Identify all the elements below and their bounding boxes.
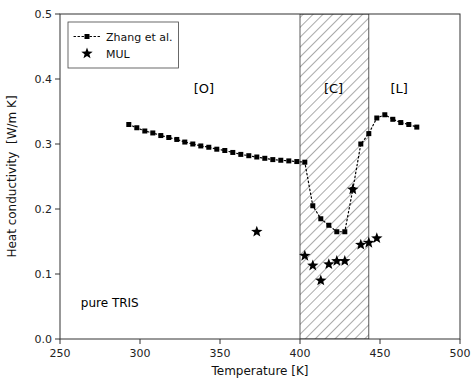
data-point bbox=[310, 203, 315, 208]
data-point bbox=[307, 260, 318, 271]
x-tick-label: 400 bbox=[290, 347, 311, 360]
region-label: [L] bbox=[391, 81, 408, 96]
data-point bbox=[390, 117, 395, 122]
plot-frame bbox=[60, 14, 460, 339]
y-tick bbox=[55, 144, 60, 145]
legend-marker bbox=[85, 34, 90, 39]
y-tick bbox=[55, 274, 60, 275]
data-point bbox=[414, 125, 419, 130]
data-point bbox=[230, 150, 235, 155]
data-point bbox=[182, 140, 187, 145]
y-tick bbox=[55, 14, 60, 15]
data-point bbox=[366, 131, 371, 136]
data-point bbox=[398, 120, 403, 125]
y-tick-label: 0.4 bbox=[35, 73, 53, 86]
series-line bbox=[129, 115, 417, 232]
x-tick-label: 250 bbox=[50, 347, 71, 360]
data-point bbox=[406, 122, 411, 127]
plot-area bbox=[60, 14, 460, 339]
region-label: [O] bbox=[194, 81, 214, 96]
y-tick-label: 0.1 bbox=[35, 268, 53, 281]
data-point bbox=[254, 155, 259, 160]
y-tick-label: 0.0 bbox=[35, 333, 53, 346]
x-tick bbox=[380, 339, 381, 344]
data-point bbox=[238, 152, 243, 157]
data-point bbox=[363, 237, 374, 248]
data-point bbox=[299, 250, 310, 261]
x-tick bbox=[460, 339, 461, 344]
data-point bbox=[355, 239, 366, 250]
legend-marker bbox=[81, 48, 92, 59]
data-point bbox=[315, 275, 326, 286]
data-point bbox=[286, 158, 291, 163]
legend-item: Zhang et al. bbox=[74, 31, 173, 44]
data-point bbox=[174, 137, 179, 142]
x-tick-label: 500 bbox=[450, 347, 471, 360]
data-point bbox=[382, 112, 387, 117]
annotation: pure TRIS bbox=[81, 296, 139, 310]
x-tick bbox=[140, 339, 141, 344]
data-point bbox=[190, 142, 195, 147]
data-point bbox=[371, 232, 382, 243]
data-point bbox=[294, 159, 299, 164]
data-point bbox=[270, 157, 275, 162]
data-point bbox=[326, 223, 331, 228]
x-axis-label: Temperature [K] bbox=[210, 364, 308, 378]
data-point bbox=[134, 125, 139, 130]
data-point bbox=[166, 135, 171, 140]
data-point bbox=[318, 216, 323, 221]
data-point bbox=[339, 255, 350, 266]
data-point bbox=[222, 148, 227, 153]
y-tick-label: 0.3 bbox=[35, 138, 53, 151]
data-point bbox=[334, 229, 339, 234]
data-point bbox=[126, 122, 131, 127]
data-point bbox=[198, 143, 203, 148]
data-point bbox=[206, 145, 211, 150]
x-tick bbox=[220, 339, 221, 344]
x-tick-label: 450 bbox=[370, 347, 391, 360]
transition-region bbox=[300, 14, 369, 339]
y-tick bbox=[55, 79, 60, 80]
legend-label: Zhang et al. bbox=[106, 31, 173, 44]
x-tick-label: 300 bbox=[130, 347, 151, 360]
legend-box bbox=[68, 22, 179, 68]
y-tick-label: 0.5 bbox=[35, 8, 53, 21]
data-point bbox=[158, 133, 163, 138]
data-point bbox=[347, 184, 358, 195]
data-point bbox=[251, 226, 262, 237]
x-tick bbox=[60, 339, 61, 344]
x-tick-label: 350 bbox=[210, 347, 231, 360]
x-tick bbox=[300, 339, 301, 344]
data-point bbox=[278, 158, 283, 163]
data-point bbox=[150, 130, 155, 135]
legend: Zhang et al. MUL bbox=[68, 22, 179, 68]
chart: 250 300 350 400 450 500 0.0 0.1 0.2 0.3 0.4 0.5 Temp… bbox=[0, 0, 474, 385]
y-axis-label: Heat conductivity [W/m K] bbox=[5, 95, 19, 257]
data-point bbox=[246, 153, 251, 158]
data-point bbox=[262, 156, 267, 161]
data-point bbox=[342, 229, 347, 234]
y-tick bbox=[55, 209, 60, 210]
data-point bbox=[302, 160, 307, 165]
legend-item: MUL bbox=[81, 48, 130, 61]
data-point bbox=[214, 147, 219, 152]
data-point bbox=[374, 116, 379, 121]
data-point bbox=[358, 142, 363, 147]
data-point bbox=[142, 129, 147, 134]
y-tick-label: 0.2 bbox=[35, 203, 53, 216]
legend-label: MUL bbox=[106, 48, 131, 61]
y-tick bbox=[55, 339, 60, 340]
region-label: [C] bbox=[324, 81, 343, 96]
